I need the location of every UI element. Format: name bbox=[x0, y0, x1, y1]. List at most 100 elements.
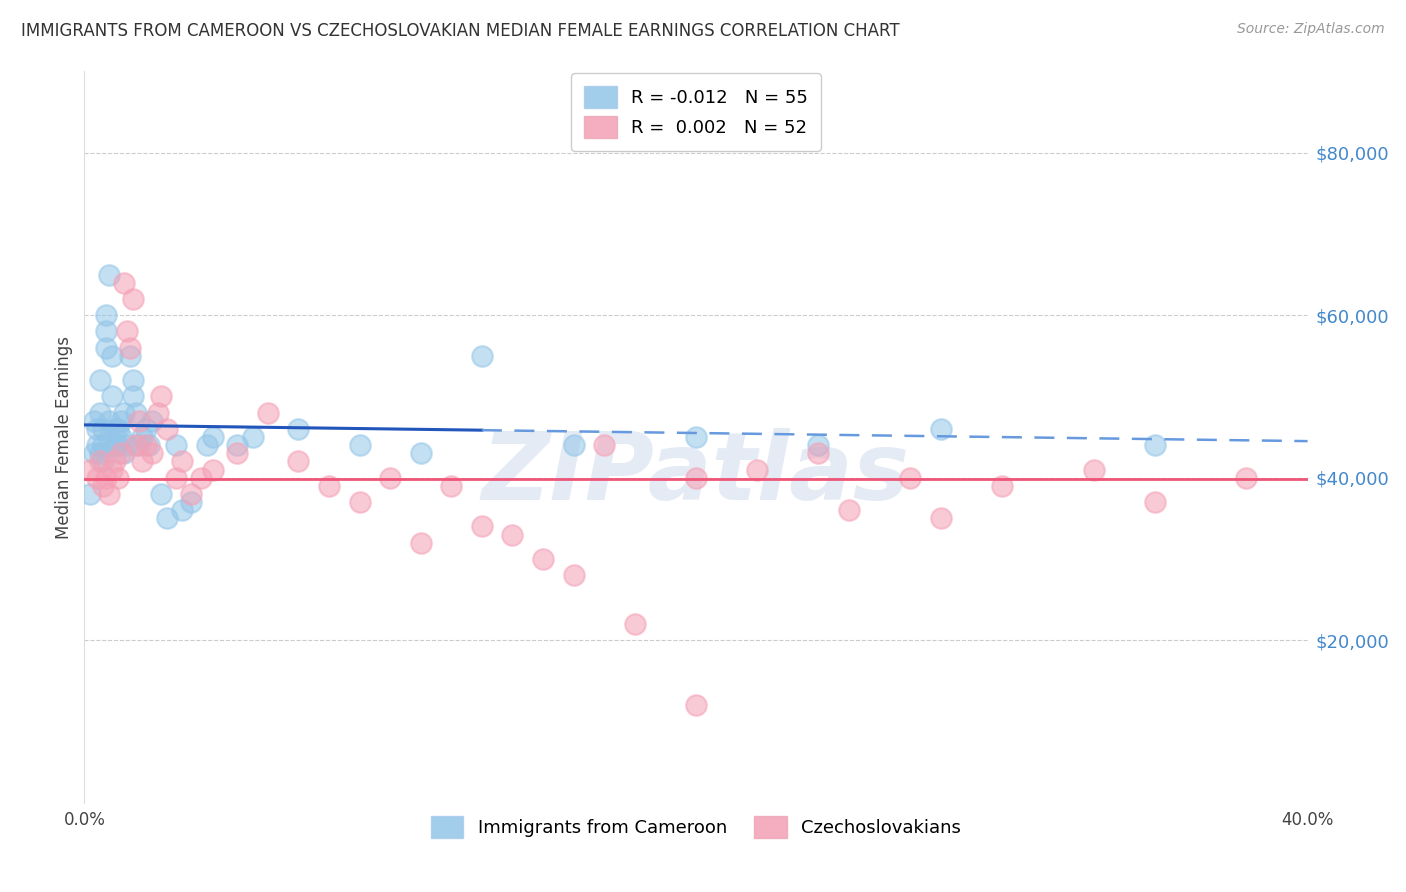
Point bbox=[89, 446, 111, 460]
Point bbox=[86, 422, 108, 436]
Point bbox=[242, 430, 264, 444]
Point bbox=[86, 471, 108, 485]
Point bbox=[807, 438, 830, 452]
Point bbox=[180, 495, 202, 509]
Point bbox=[125, 406, 148, 420]
Point bbox=[107, 422, 129, 436]
Point bbox=[562, 568, 585, 582]
Point bbox=[128, 414, 150, 428]
Point bbox=[101, 349, 124, 363]
Point bbox=[79, 462, 101, 476]
Point bbox=[97, 268, 120, 282]
Point bbox=[83, 446, 105, 460]
Point bbox=[122, 389, 145, 403]
Point bbox=[94, 341, 117, 355]
Point bbox=[409, 535, 432, 549]
Point bbox=[156, 511, 179, 525]
Point bbox=[115, 438, 138, 452]
Point bbox=[1083, 462, 1105, 476]
Point bbox=[624, 617, 647, 632]
Point bbox=[89, 454, 111, 468]
Point bbox=[349, 495, 371, 509]
Point bbox=[149, 487, 172, 501]
Point bbox=[101, 389, 124, 403]
Text: IMMIGRANTS FROM CAMEROON VS CZECHOSLOVAKIAN MEDIAN FEMALE EARNINGS CORRELATION C: IMMIGRANTS FROM CAMEROON VS CZECHOSLOVAK… bbox=[21, 22, 900, 40]
Point bbox=[79, 487, 101, 501]
Point bbox=[287, 454, 309, 468]
Point bbox=[135, 438, 157, 452]
Point bbox=[898, 471, 921, 485]
Point bbox=[685, 430, 707, 444]
Point bbox=[107, 438, 129, 452]
Point bbox=[94, 325, 117, 339]
Point bbox=[94, 471, 117, 485]
Point bbox=[110, 414, 132, 428]
Point bbox=[991, 479, 1014, 493]
Point bbox=[110, 430, 132, 444]
Point bbox=[226, 446, 249, 460]
Point bbox=[138, 438, 160, 452]
Point bbox=[120, 341, 142, 355]
Point bbox=[135, 422, 157, 436]
Point bbox=[201, 462, 224, 476]
Point bbox=[97, 430, 120, 444]
Point bbox=[190, 471, 212, 485]
Point bbox=[172, 454, 194, 468]
Point bbox=[807, 446, 830, 460]
Point bbox=[471, 519, 494, 533]
Point bbox=[146, 406, 169, 420]
Point bbox=[149, 389, 172, 403]
Point bbox=[257, 406, 280, 420]
Point bbox=[125, 438, 148, 452]
Point bbox=[112, 446, 135, 460]
Point bbox=[112, 406, 135, 420]
Point bbox=[165, 438, 187, 452]
Point bbox=[685, 698, 707, 713]
Point bbox=[91, 438, 114, 452]
Point bbox=[1236, 471, 1258, 485]
Point bbox=[104, 422, 127, 436]
Point bbox=[131, 454, 153, 468]
Point bbox=[471, 349, 494, 363]
Point bbox=[97, 414, 120, 428]
Point bbox=[120, 349, 142, 363]
Point bbox=[747, 462, 769, 476]
Point bbox=[180, 487, 202, 501]
Point bbox=[172, 503, 194, 517]
Point bbox=[104, 454, 127, 468]
Point bbox=[101, 462, 124, 476]
Point bbox=[531, 552, 554, 566]
Point bbox=[91, 479, 114, 493]
Point bbox=[165, 471, 187, 485]
Point bbox=[107, 471, 129, 485]
Point bbox=[141, 414, 163, 428]
Legend: Immigrants from Cameroon, Czechoslovakians: Immigrants from Cameroon, Czechoslovakia… bbox=[423, 808, 969, 845]
Point bbox=[128, 438, 150, 452]
Point bbox=[89, 373, 111, 387]
Point bbox=[1143, 495, 1166, 509]
Point bbox=[1143, 438, 1166, 452]
Point bbox=[929, 422, 952, 436]
Text: Source: ZipAtlas.com: Source: ZipAtlas.com bbox=[1237, 22, 1385, 37]
Point bbox=[115, 325, 138, 339]
Point bbox=[156, 422, 179, 436]
Point bbox=[562, 438, 585, 452]
Point bbox=[201, 430, 224, 444]
Point bbox=[122, 373, 145, 387]
Point bbox=[104, 438, 127, 452]
Point bbox=[83, 414, 105, 428]
Point bbox=[94, 308, 117, 322]
Point bbox=[685, 471, 707, 485]
Point bbox=[409, 446, 432, 460]
Point bbox=[838, 503, 860, 517]
Point bbox=[226, 438, 249, 452]
Point bbox=[110, 446, 132, 460]
Point bbox=[91, 422, 114, 436]
Point bbox=[287, 422, 309, 436]
Text: ZIPatlas: ZIPatlas bbox=[482, 427, 910, 520]
Point bbox=[349, 438, 371, 452]
Point bbox=[131, 430, 153, 444]
Point bbox=[195, 438, 218, 452]
Point bbox=[593, 438, 616, 452]
Point bbox=[318, 479, 340, 493]
